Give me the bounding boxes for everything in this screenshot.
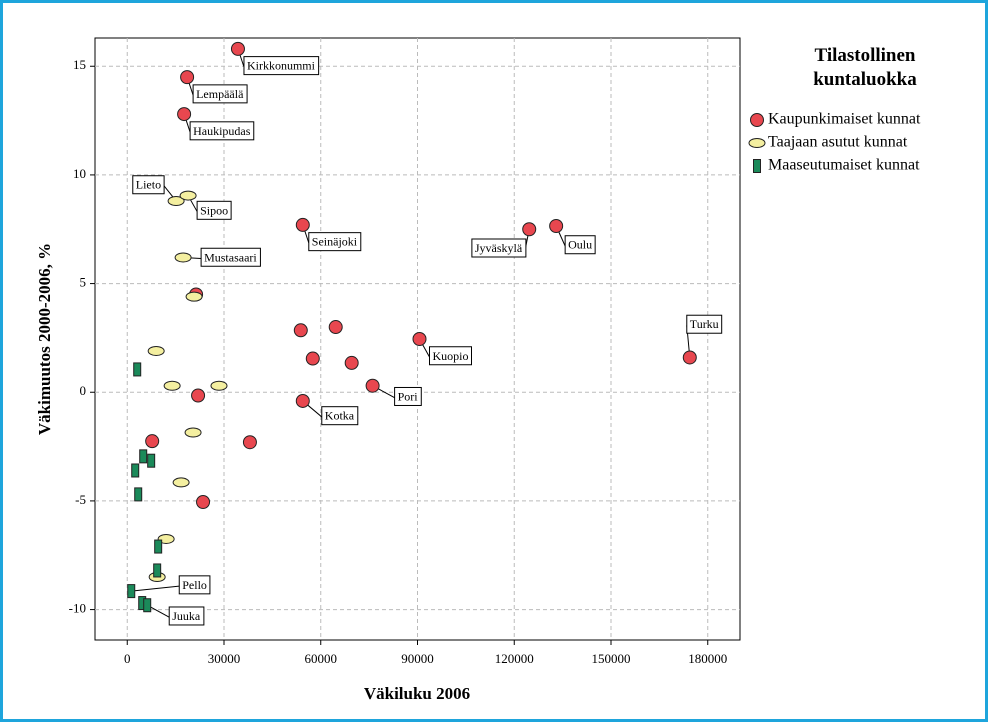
label-box: [321, 406, 359, 426]
x-tick-label: 180000: [688, 651, 727, 666]
x-tick-label: 60000: [305, 651, 338, 666]
x-tick-label: 90000: [401, 651, 434, 666]
legend-marker: [748, 138, 766, 148]
point: [365, 378, 380, 393]
point: [191, 388, 206, 403]
point: [522, 222, 537, 237]
legend-title: Tilastollinen kuntaluokka: [813, 45, 917, 90]
y-tick-label: -10: [69, 601, 86, 616]
point: [147, 345, 165, 356]
label-box: [196, 200, 232, 220]
label-box: [243, 56, 320, 76]
point-label: Turku: [690, 317, 719, 331]
point: [174, 252, 192, 263]
point-label: Mustasaari: [204, 250, 257, 264]
point: [295, 217, 310, 232]
point: [154, 539, 163, 554]
point-label: Lieto: [136, 178, 161, 192]
label-box: [686, 314, 723, 334]
point: [210, 380, 228, 391]
point: [295, 393, 310, 408]
point: [305, 351, 320, 366]
point: [185, 291, 203, 302]
point: [196, 494, 211, 509]
point: [328, 320, 343, 335]
point: [133, 362, 142, 377]
leader-line: [131, 585, 180, 592]
point: [242, 435, 257, 450]
label-box: [564, 235, 596, 255]
label-box: [132, 175, 165, 195]
label-box: [308, 232, 362, 252]
label-box: [471, 238, 527, 258]
point-label: Pello: [182, 578, 207, 592]
point: [172, 477, 190, 488]
point: [163, 380, 181, 391]
label-box: [428, 346, 472, 366]
point-label: Jyväskylä: [475, 241, 523, 255]
legend-label: Taajaan asutut kunnat: [768, 134, 908, 151]
y-tick-label: 10: [73, 166, 86, 181]
point: [177, 107, 192, 122]
point: [230, 41, 245, 56]
point: [179, 190, 197, 201]
point-label: Oulu: [568, 238, 592, 252]
label-box: [168, 606, 205, 626]
point: [344, 355, 359, 370]
point: [147, 453, 156, 468]
x-tick-label: 120000: [495, 651, 534, 666]
point-label: Kotka: [325, 409, 355, 423]
point: [184, 427, 202, 438]
y-tick-label: 0: [80, 383, 87, 398]
point: [139, 449, 148, 464]
point: [167, 195, 185, 206]
y-axis-title: Väkimuutos 2000-2006, %: [35, 243, 54, 435]
y-tick-label: -5: [75, 492, 86, 507]
point: [134, 487, 143, 502]
point-label: Kirkkonummi: [247, 59, 316, 73]
point: [131, 463, 140, 478]
label-box: [394, 386, 422, 406]
x-tick-label: 30000: [208, 651, 241, 666]
legend-marker: [750, 113, 764, 127]
point: [412, 332, 427, 346]
point: [127, 584, 136, 599]
label-box: [192, 84, 248, 104]
legend-marker: [753, 159, 761, 173]
point: [180, 70, 195, 85]
point-label: Juuka: [172, 609, 201, 623]
point: [145, 434, 160, 449]
point-label: Seinäjoki: [312, 235, 358, 249]
point: [153, 563, 162, 578]
y-tick-label: 5: [80, 275, 87, 290]
x-axis-title: Väkiluku 2006: [364, 684, 470, 703]
label-box: [189, 121, 255, 141]
point: [143, 598, 152, 613]
y-tick-label: 15: [73, 57, 86, 72]
point-label: Sipoo: [200, 203, 228, 217]
point-label: Haukipudas: [193, 124, 251, 138]
label-box: [178, 575, 211, 595]
x-tick-label: 150000: [592, 651, 631, 666]
point: [293, 323, 308, 338]
label-box: [200, 247, 261, 267]
point-label: Kuopio: [432, 349, 468, 363]
point-label: Pori: [398, 389, 419, 403]
x-tick-label: 0: [124, 651, 131, 666]
point: [549, 218, 564, 233]
legend-label: Maaseutumaiset kunnat: [768, 157, 920, 174]
point: [682, 350, 697, 365]
legend-label: Kaupunkimaiset kunnat: [768, 111, 921, 128]
point-label: Lempäälä: [196, 87, 244, 101]
